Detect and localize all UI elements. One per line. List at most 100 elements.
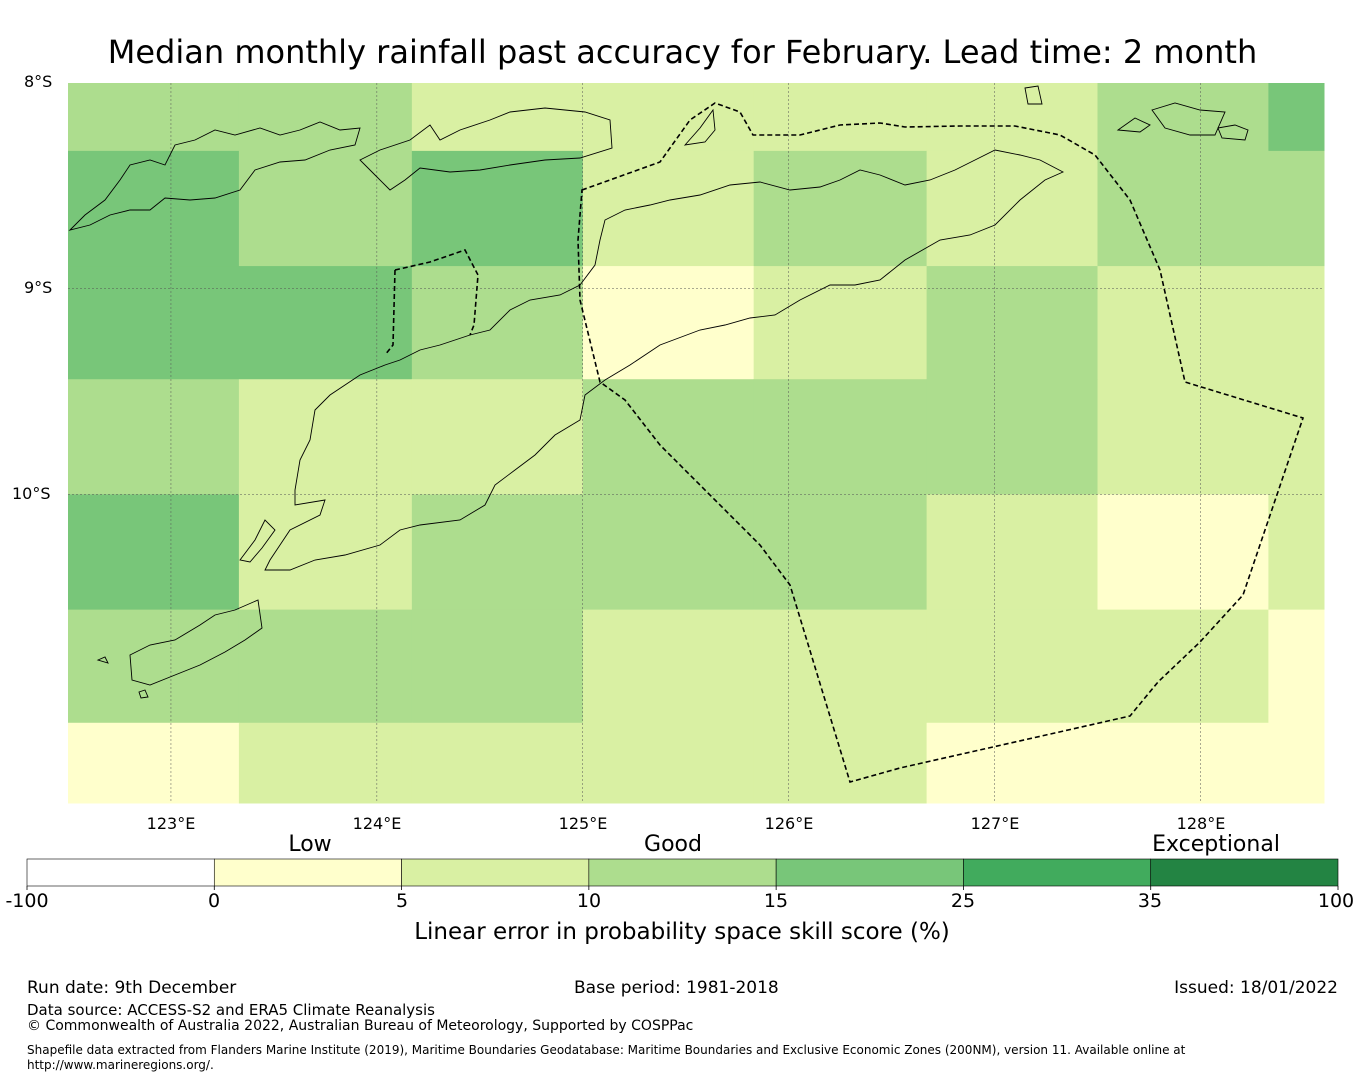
grid-cell: [582, 266, 755, 380]
lon-label-123e: 123°E: [146, 814, 196, 833]
skill-grid: [68, 83, 1325, 804]
lon-label-124e: 124°E: [352, 814, 402, 833]
grid-cell: [1097, 379, 1269, 495]
colorbar-swatch: [775, 858, 964, 887]
lon-label-128e: 128°E: [1176, 814, 1226, 833]
eez-timor-leste: [577, 102, 1305, 783]
colorbar-swatch: [26, 858, 215, 887]
grid-cell: [1097, 150, 1269, 267]
lat-label-10s: 10°S: [12, 484, 51, 503]
eez-boundaries: [384, 102, 1305, 783]
lon-label-126e: 126°E: [764, 814, 814, 833]
coastline-sumba: [239, 519, 276, 563]
grid-cell: [926, 722, 1099, 804]
eez-timor-leste-oecusse: [394, 249, 479, 336]
grid-cell: [411, 150, 584, 267]
grid-cell: [753, 609, 928, 724]
coastline-damar: [1151, 102, 1226, 136]
grid-cell: [753, 379, 928, 495]
colorbar-tick: 5: [395, 890, 409, 912]
coastline-islet-b: [138, 689, 149, 699]
grid-cell: [68, 379, 240, 495]
lon-label-127e: 127°E: [970, 814, 1020, 833]
colorbar-tick: 15: [763, 890, 789, 912]
lat-label-8s: 8°S: [24, 72, 53, 91]
colorbar-swatch: [213, 858, 402, 887]
grid-cell: [582, 83, 755, 152]
grid-cell: [582, 722, 755, 804]
grid-cell: [411, 494, 584, 611]
data-source: Data source: ACCESS-S2 and ERA5 Climate …: [27, 1001, 435, 1019]
grid-cell: [753, 150, 928, 267]
grid-cell: [1097, 83, 1269, 152]
grid-cell: [238, 379, 413, 495]
category-good: Good: [644, 832, 702, 857]
shapefile-credit: Shapefile data extracted from Flanders M…: [27, 1043, 1186, 1072]
colorbar-swatch: [401, 858, 590, 887]
coastline-flores-east: [359, 107, 613, 191]
base-period: Base period: 1981-2018: [574, 978, 779, 998]
coastline-timor: [264, 149, 1065, 571]
lat-label-9s: 9°S: [24, 278, 53, 297]
grid-cell: [68, 494, 240, 611]
coastline-islet-a: [96, 656, 109, 664]
coastline-wetar: [1116, 117, 1151, 133]
colorbar-swatch: [963, 858, 1152, 887]
grid-cell: [238, 722, 413, 804]
grid-cell: [1097, 266, 1269, 380]
colorbar-swatch: [1150, 858, 1339, 887]
grid-cell: [68, 722, 240, 804]
grid-cell: [68, 266, 240, 380]
grid-cell: [753, 494, 928, 611]
grid-cell: [753, 266, 928, 380]
grid-cell: [926, 266, 1099, 380]
grid-cell: [238, 150, 413, 267]
colorbar-tick: 10: [576, 890, 602, 912]
grid-cell: [238, 494, 413, 611]
grid-cell: [238, 266, 413, 380]
grid-cell: [926, 379, 1099, 495]
grid-cell: [753, 83, 928, 152]
coastlines: [68, 85, 1249, 699]
coastline-romang: [1217, 124, 1249, 141]
grid-cell: [1268, 494, 1325, 611]
grid-cell: [68, 150, 240, 267]
grid-cell: [1097, 722, 1269, 804]
colorbar-tick: 0: [207, 890, 221, 912]
issued-date: Issued: 18/01/2022: [1174, 978, 1338, 998]
grid-cell: [68, 609, 240, 724]
grid-cell: [68, 83, 240, 152]
grid-cell: [926, 609, 1099, 724]
category-low: Low: [288, 832, 332, 857]
grid-cell: [926, 150, 1099, 267]
grid-cell: [411, 379, 584, 495]
colorbar-tick: 35: [1137, 890, 1163, 912]
eez-timor-leste-north-west: [384, 269, 396, 356]
colorbar-label: Linear error in probability space skill …: [414, 919, 950, 945]
grid-cell: [753, 722, 928, 804]
category-exceptional: Exceptional: [1152, 832, 1280, 857]
coastline-alor: [683, 108, 716, 146]
chart-title: Median monthly rainfall past accuracy fo…: [107, 33, 1258, 71]
coastline-north-islands: [68, 121, 361, 231]
lon-label-125e: 125°E: [558, 814, 608, 833]
grid-cell: [1268, 722, 1325, 804]
run-date: Run date: 9th December: [27, 978, 237, 998]
grid-cell: [582, 494, 755, 611]
colorbar-tick: -100: [5, 890, 49, 912]
coastline-sawu: [129, 599, 263, 686]
grid-cell: [1097, 609, 1269, 724]
graticule: [68, 83, 1324, 803]
colorbar-swatch: [588, 858, 777, 887]
grid-cell: [926, 494, 1099, 611]
colorbar: [26, 858, 1339, 890]
grid-cell: [411, 722, 584, 804]
grid-cell: [1268, 150, 1325, 267]
copyright: © Commonwealth of Australia 2022, Austra…: [27, 1018, 694, 1034]
grid-cell: [238, 609, 413, 724]
grid-cell: [411, 609, 584, 724]
grid-cell: [1097, 494, 1269, 611]
grid-cell: [582, 609, 755, 724]
grid-cell: [1268, 379, 1325, 495]
